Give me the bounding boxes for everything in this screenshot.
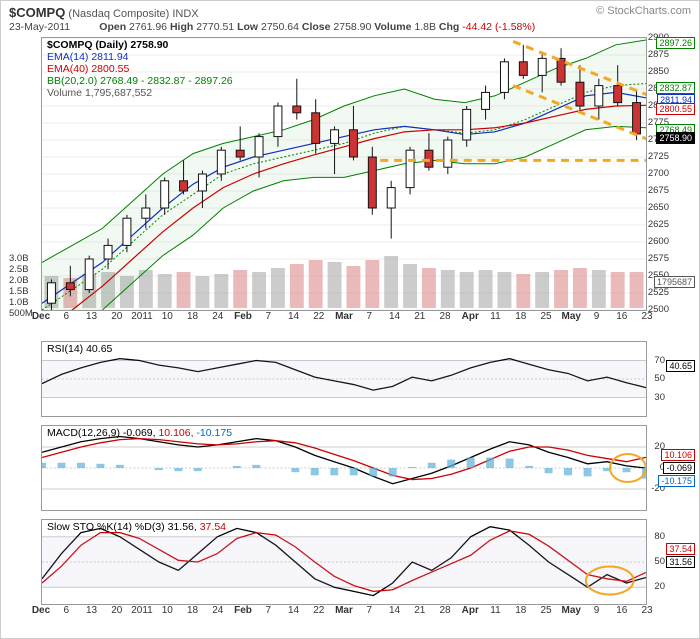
chg-val: -44.42 (-1.58%) <box>462 21 535 33</box>
vol-val: 1.8B <box>414 21 436 33</box>
low-val: 2750.64 <box>261 21 299 33</box>
ticker-desc: (Nasdaq Composite) INDX <box>68 8 198 20</box>
high-val: 2770.51 <box>196 21 234 33</box>
date-label: 23-May-2011 <box>9 21 70 33</box>
source-label: © StockCharts.com <box>596 5 691 17</box>
open-val: 2761.96 <box>129 21 167 33</box>
stock-chart: $COMPQ (Nasdaq Composite) INDX © StockCh… <box>0 0 700 639</box>
ticker-symbol: $COMPQ <box>9 5 65 20</box>
ohlc-row: 23-May-2011 Open 2761.96 High 2770.51 Lo… <box>9 21 691 33</box>
xaxis-top: Dec613202011101824Feb71422Mar7142128Apr1… <box>41 311 647 325</box>
rsi-panel <box>41 341 647 417</box>
chart-header: $COMPQ (Nasdaq Composite) INDX © StockCh… <box>9 5 691 20</box>
xaxis-bottom: Dec613202011101824Feb71422Mar7142128Apr1… <box>41 605 647 619</box>
close-val: 2758.90 <box>333 21 371 33</box>
